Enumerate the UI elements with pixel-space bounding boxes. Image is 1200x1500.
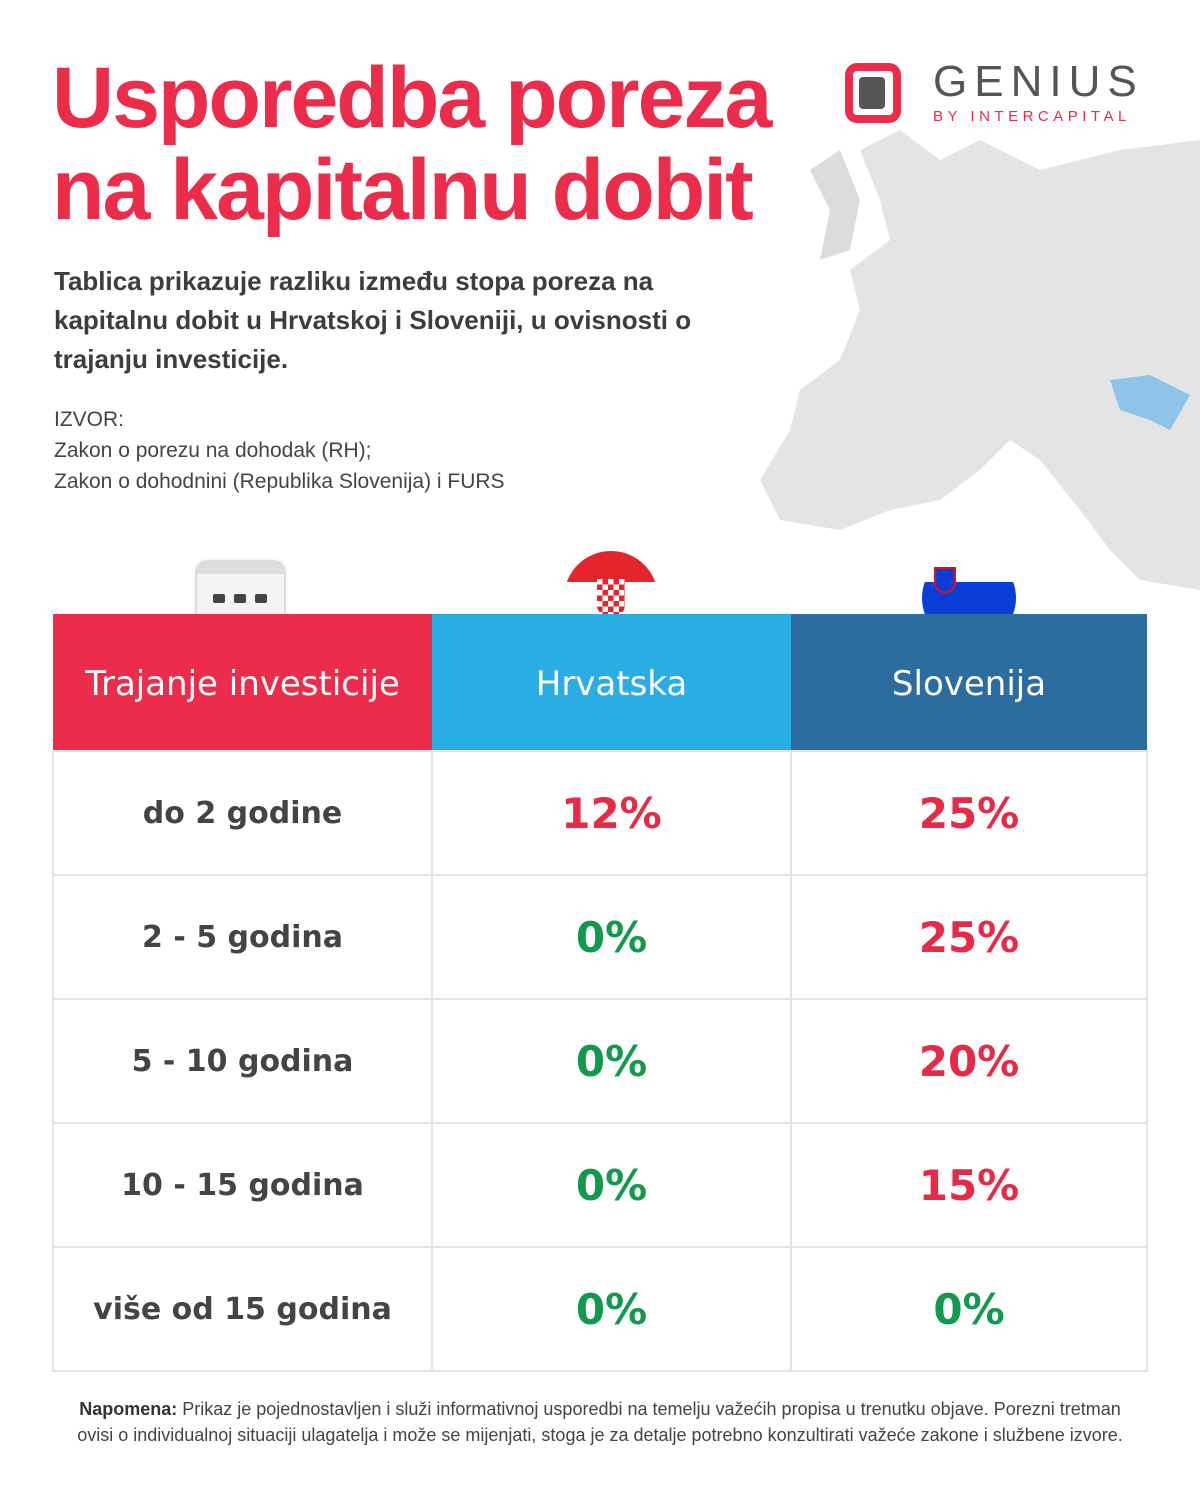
- table-row: do 2 godine 12% 25%: [52, 750, 1148, 876]
- duration-cell: 2 - 5 godina: [52, 874, 433, 1000]
- title-line-1: Usporedba poreza: [52, 50, 772, 146]
- croatia-rate-cell: 0%: [431, 998, 792, 1124]
- subtitle: Tablica prikazuje razliku između stopa p…: [54, 266, 692, 374]
- source-label: IZVOR:: [54, 408, 125, 431]
- table-row: 5 - 10 godina 0% 20%: [52, 998, 1148, 1124]
- footnote-label: Napomena:: [79, 1399, 178, 1419]
- header-duration: Trajanje investicije: [53, 614, 432, 751]
- slovenia-rate-cell: 0%: [790, 1246, 1148, 1372]
- logo-brand: GENIUS: [933, 57, 1144, 106]
- slovenia-rate-cell: 20%: [790, 998, 1148, 1124]
- logo-sub: BY INTERCAPITAL: [933, 108, 1131, 125]
- title-line-2: na kapitalnu dobit: [52, 142, 754, 238]
- slovenia-rate-cell: 15%: [790, 1122, 1148, 1248]
- source: IZVOR: Zakon o porezu na dohodak (RH); Z…: [54, 404, 505, 497]
- header-croatia: Hrvatska: [432, 614, 791, 751]
- genius-logo: GENIUS BY INTERCAPITAL: [845, 60, 1144, 125]
- croatia-rate-cell: 0%: [431, 874, 792, 1000]
- header-slovenia: Slovenija: [791, 614, 1147, 751]
- slovenia-rate-cell: 25%: [790, 874, 1148, 1000]
- source-line: Zakon o dohodnini (Republika Slovenija) …: [54, 470, 505, 493]
- page-title: Usporedba poreza na kapitalnu dobit: [52, 50, 772, 238]
- table-row: 2 - 5 godina 0% 25%: [52, 874, 1148, 1000]
- croatia-rate-cell: 12%: [431, 750, 792, 876]
- footnote-text: Prikaz je pojednostavljen i služi inform…: [77, 1399, 1123, 1445]
- logo-icon: [845, 62, 901, 123]
- duration-cell: do 2 godine: [52, 750, 433, 876]
- croatia-rate-cell: 0%: [431, 1122, 792, 1248]
- footnote: Napomena: Prikaz je pojednostavljen i sl…: [60, 1396, 1140, 1448]
- duration-cell: 10 - 15 godina: [52, 1122, 433, 1248]
- table-row: 10 - 15 godina 0% 15%: [52, 1122, 1148, 1248]
- croatia-rate-cell: 0%: [431, 1246, 792, 1372]
- slovenia-rate-cell: 25%: [790, 750, 1148, 876]
- tax-comparison-table: Trajanje investicije Hrvatska Slovenija …: [52, 614, 1148, 1372]
- europe-map: [760, 130, 1200, 590]
- table-row: više od 15 godina 0% 0%: [52, 1246, 1148, 1372]
- source-line: Zakon o porezu na dohodak (RH);: [54, 439, 372, 462]
- duration-cell: više od 15 godina: [52, 1246, 433, 1372]
- duration-cell: 5 - 10 godina: [52, 998, 433, 1124]
